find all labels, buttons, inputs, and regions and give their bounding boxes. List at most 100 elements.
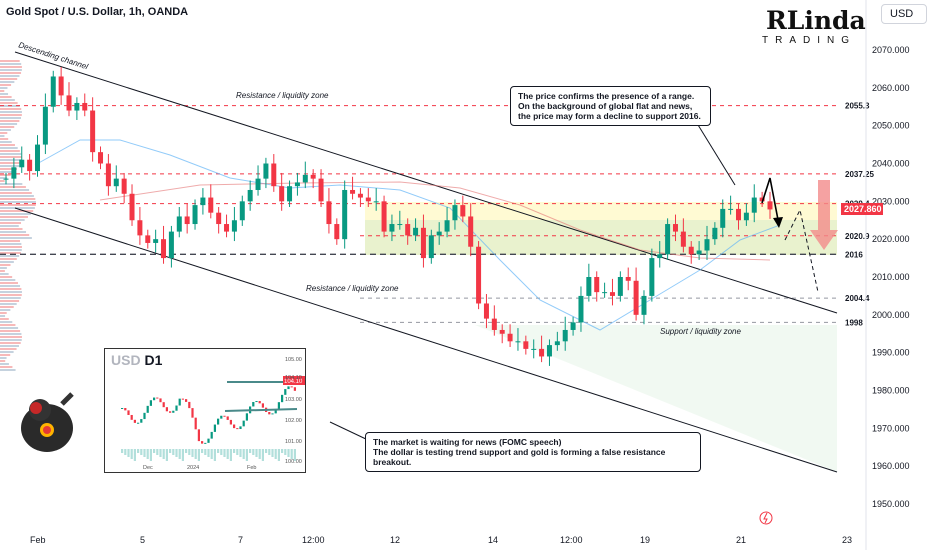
candle-body — [405, 224, 411, 236]
candle-body — [680, 231, 686, 247]
volume-profile-bar — [0, 174, 11, 176]
zone-label-top: Resistance / liquidity zone — [236, 91, 329, 100]
candle-body — [357, 193, 363, 198]
candlestick-series — [3, 67, 773, 366]
inset-candle — [281, 394, 284, 403]
inset-volume-bar — [194, 449, 197, 459]
volume-profile-bar — [0, 261, 14, 263]
candle-body — [609, 292, 615, 296]
volume-profile-bar — [0, 327, 19, 329]
candle-body — [649, 258, 655, 296]
volume-profile-bar — [0, 333, 22, 335]
volume-profile-bar — [0, 60, 20, 62]
inset-volume-bar — [149, 449, 152, 461]
volume-profile-bar — [0, 132, 8, 134]
price-tick-label: 1960.000 — [872, 461, 910, 471]
inset-candle — [207, 438, 210, 443]
inset-candle — [204, 442, 207, 444]
volume-profile-bar — [0, 99, 15, 101]
inset-volume-bar — [281, 449, 284, 453]
inset-volume-bar — [277, 449, 280, 461]
volume-profile-bar — [0, 276, 13, 278]
inset-candle — [124, 408, 127, 411]
inset-volume-bar — [127, 449, 130, 457]
time-tick-label: 23 — [842, 535, 852, 545]
candle-body — [137, 220, 143, 236]
inset-volume-bar — [293, 449, 296, 461]
inset-candle — [229, 419, 232, 425]
candle-body — [468, 216, 474, 247]
candle-body — [168, 231, 174, 259]
price-tick-label: 2050.000 — [872, 121, 910, 131]
candle-body — [704, 239, 710, 251]
inset-candle — [181, 398, 184, 400]
inset-candle — [156, 397, 159, 399]
volume-profile-bar — [0, 210, 34, 212]
callout-range: The price confirms the presence of a ran… — [510, 86, 711, 126]
candle-body — [334, 224, 340, 240]
volume-profile-bar — [0, 249, 22, 251]
volume-profile-bar — [0, 366, 13, 368]
inset-volume-bar — [245, 449, 248, 461]
volume-profile-bar — [0, 216, 28, 218]
time-tick-label: 12:00 — [560, 535, 583, 545]
projection-black-arrowhead — [773, 217, 783, 228]
candle-body — [570, 322, 576, 330]
candle-body — [381, 201, 387, 232]
volume-profile-bar — [0, 141, 12, 143]
candle-body — [74, 102, 80, 111]
candle-body — [271, 163, 277, 187]
candle-body — [105, 163, 111, 187]
chart-title: Gold Spot / U.S. Dollar, 1h, OANDA — [6, 6, 189, 18]
candle-body — [161, 239, 167, 259]
candle-body — [444, 220, 450, 232]
inset-price-tick: 101.00 — [285, 439, 302, 445]
inset-candle — [242, 420, 245, 427]
candle-body — [483, 303, 489, 319]
candle-body — [735, 208, 741, 221]
candle-body — [58, 76, 64, 96]
candle-body — [546, 345, 552, 357]
price-tick-label: 1950.000 — [872, 499, 910, 509]
level-label: 2037.25 — [845, 170, 874, 179]
volume-profile-bar — [0, 288, 22, 290]
ma-blue — [34, 139, 781, 331]
brand-logo-sub: TRADING — [762, 35, 856, 46]
candle-body — [728, 208, 734, 210]
volume-profile-bar — [0, 201, 36, 203]
inset-volume-bar — [274, 449, 277, 459]
inset-candle — [153, 397, 156, 401]
volume-profile-bar — [0, 357, 7, 359]
inset-candle — [226, 416, 229, 420]
volume-profile-bar — [0, 84, 12, 86]
inset-candle — [210, 431, 213, 439]
channel-lower-line — [14, 207, 838, 473]
inset-volume-bar — [290, 449, 293, 459]
inset-price-tick: 105.00 — [285, 357, 302, 363]
inset-volume-bar — [197, 449, 200, 461]
inset-volume-bar — [258, 449, 261, 459]
lightning-icon[interactable] — [759, 511, 773, 525]
lower-channel-fill — [475, 325, 837, 472]
inset-candle — [213, 424, 216, 432]
inset-volume-bar — [140, 449, 143, 455]
volume-profile-bar — [0, 255, 20, 257]
inset-candle — [133, 419, 136, 423]
volume-profile-bar — [0, 324, 16, 326]
inset-plot: 104.10 105.00 104.10 103.00 102.00 101.00 100… — [121, 357, 305, 471]
candle-body — [82, 102, 88, 111]
level-label: 2016 — [845, 250, 863, 259]
candle-body — [476, 246, 482, 304]
inset-candle — [217, 418, 220, 425]
candle-body — [594, 277, 600, 293]
inset-candle — [172, 410, 175, 413]
volume-profile-bar — [0, 273, 9, 275]
price-tick-label: 2070.000 — [872, 45, 910, 55]
inset-candle — [188, 401, 191, 409]
candle-body — [27, 159, 33, 172]
candle-body — [720, 208, 726, 228]
volume-profile-bar — [0, 318, 9, 320]
volume-profile-bar — [0, 120, 20, 122]
currency-button[interactable]: USD — [881, 4, 927, 24]
volume-profile-bar — [0, 78, 18, 80]
